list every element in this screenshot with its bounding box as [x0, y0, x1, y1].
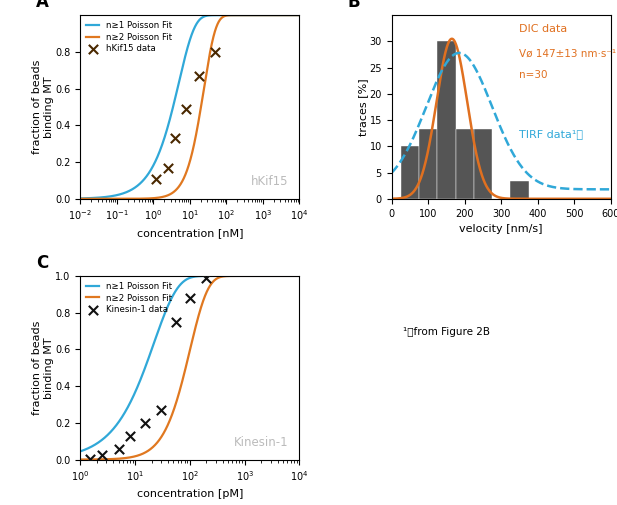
n≥1 Poisson Fit [249, 273, 257, 279]
n≥2 Poisson Fit [183, 360, 191, 366]
n≥2 Poisson Fit [296, 12, 303, 18]
Line: n≥2 Poisson Fit: n≥2 Poisson Fit [80, 276, 299, 460]
n≥2 Poisson Fit [77, 196, 84, 202]
n≥1 Poisson Fit [88, 443, 95, 449]
n≥1 Poisson Fit [296, 273, 303, 279]
Text: B: B [348, 0, 360, 12]
n≥1 Poisson Fit [233, 12, 240, 18]
n≥1 Poisson Fit [177, 71, 184, 77]
n≥2 Poisson Fit [289, 12, 297, 18]
n≥1 Poisson Fit [88, 195, 95, 201]
Line: n≥1 Poisson Fit: n≥1 Poisson Fit [80, 15, 299, 198]
Text: DIC data: DIC data [519, 24, 567, 34]
Text: Kinesin-1: Kinesin-1 [234, 435, 289, 448]
n≥1 Poisson Fit [183, 276, 191, 282]
n≥2 Poisson Fit [249, 12, 257, 18]
n≥2 Poisson Fit [177, 383, 184, 389]
Kinesin-1 data [85, 454, 95, 463]
Kinesin-1 data [125, 432, 135, 440]
n≥1 Poisson Fit [249, 12, 257, 18]
Text: TIRF data¹⧩: TIRF data¹⧩ [519, 129, 582, 139]
hKif15 data [163, 164, 173, 172]
n≥1 Poisson Fit [289, 273, 297, 279]
n≥2 Poisson Fit [88, 457, 95, 463]
X-axis label: concentration [pM]: concentration [pM] [136, 489, 243, 498]
Text: n=30: n=30 [519, 70, 547, 80]
n≥1 Poisson Fit [77, 195, 84, 201]
n≥1 Poisson Fit [177, 281, 184, 287]
n≥2 Poisson Fit [177, 180, 184, 186]
Kinesin-1 data [97, 451, 107, 459]
Kinesin-1 data [114, 444, 123, 452]
Bar [419, 129, 437, 199]
X-axis label: concentration [nM]: concentration [nM] [136, 228, 243, 238]
hKif15 data [194, 72, 204, 80]
n≥1 Poisson Fit [289, 12, 297, 18]
n≥2 Poisson Fit [248, 12, 255, 18]
n≥2 Poisson Fit [289, 273, 297, 279]
n≥2 Poisson Fit [258, 273, 265, 279]
Text: ¹⧩from Figure 2B: ¹⧩from Figure 2B [402, 327, 489, 337]
Kinesin-1 data [171, 318, 181, 326]
hKif15 data [170, 134, 180, 142]
n≥2 Poisson Fit [249, 273, 257, 279]
Bar [400, 146, 419, 199]
Text: A: A [36, 0, 49, 12]
Y-axis label: fraction of beads
binding MT: fraction of beads binding MT [32, 321, 54, 415]
Text: C: C [36, 254, 49, 272]
n≥1 Poisson Fit [236, 273, 244, 279]
Text: Vø 147±13 nm·s⁻¹: Vø 147±13 nm·s⁻¹ [519, 48, 616, 58]
hKif15 data [210, 48, 220, 56]
Line: n≥2 Poisson Fit: n≥2 Poisson Fit [80, 15, 299, 199]
n≥2 Poisson Fit [77, 457, 84, 463]
n≥2 Poisson Fit [296, 273, 303, 279]
n≥1 Poisson Fit [296, 12, 303, 18]
Legend: n≥1 Poisson Fit, n≥2 Poisson Fit, hKif15 data: n≥1 Poisson Fit, n≥2 Poisson Fit, hKif15… [85, 20, 174, 55]
Bar [437, 41, 455, 199]
Y-axis label: fraction of beads
binding MT: fraction of beads binding MT [32, 60, 54, 154]
n≥2 Poisson Fit [289, 273, 297, 279]
Bar [510, 181, 529, 199]
Bar [474, 129, 492, 199]
n≥2 Poisson Fit [289, 12, 297, 18]
n≥2 Poisson Fit [183, 168, 191, 174]
Text: hKif15: hKif15 [251, 175, 289, 188]
Kinesin-1 data [156, 406, 166, 414]
X-axis label: velocity [nm/s]: velocity [nm/s] [460, 224, 543, 234]
hKif15 data [151, 175, 161, 183]
Legend: n≥1 Poisson Fit, n≥2 Poisson Fit, Kinesin-1 data: n≥1 Poisson Fit, n≥2 Poisson Fit, Kinesi… [85, 280, 174, 316]
n≥1 Poisson Fit [289, 12, 297, 18]
Y-axis label: traces [%]: traces [%] [358, 78, 368, 136]
hKif15 data [181, 105, 191, 113]
Line: n≥1 Poisson Fit: n≥1 Poisson Fit [80, 276, 299, 451]
n≥1 Poisson Fit [77, 448, 84, 454]
Kinesin-1 data [185, 294, 195, 302]
Kinesin-1 data [201, 274, 211, 282]
Bar [455, 129, 474, 199]
Kinesin-1 data [139, 419, 149, 427]
n≥1 Poisson Fit [289, 273, 297, 279]
n≥2 Poisson Fit [88, 196, 95, 202]
n≥1 Poisson Fit [183, 47, 191, 54]
